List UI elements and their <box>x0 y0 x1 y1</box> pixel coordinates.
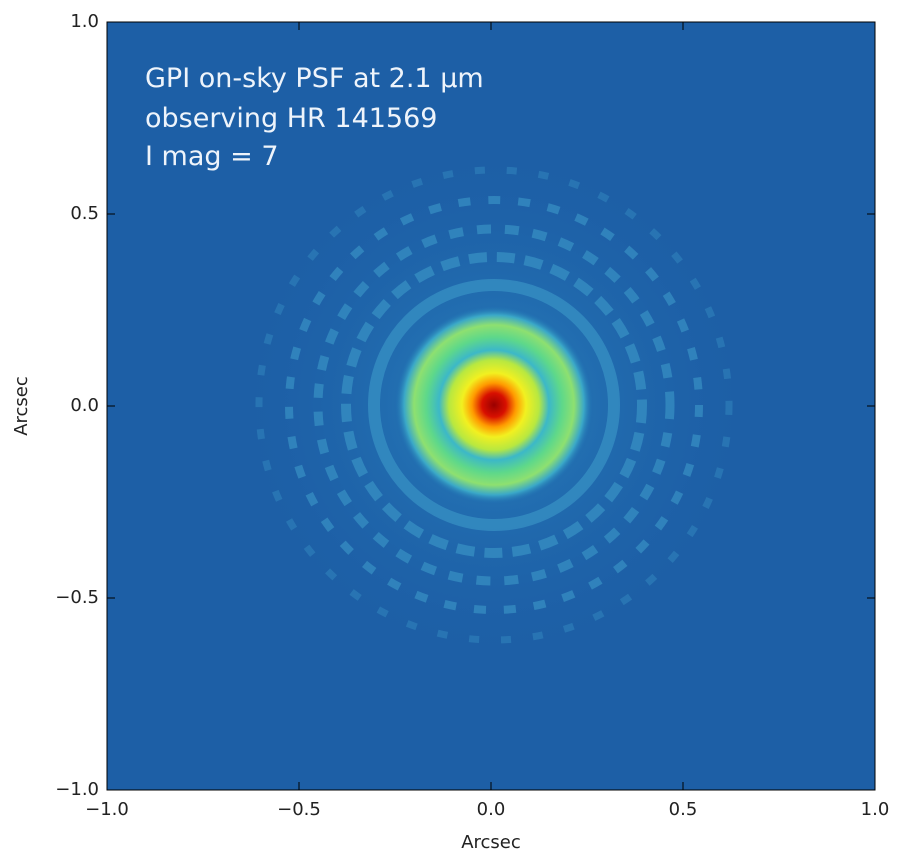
x-axis-label: Arcsec <box>461 832 521 853</box>
y-tick-label: 1.0 <box>70 11 99 32</box>
y-axis-label: Arcsec <box>11 376 32 436</box>
x-tick-label: −0.5 <box>277 799 321 820</box>
x-tick-label: 0.0 <box>477 799 506 820</box>
psf-image <box>107 22 875 790</box>
y-tick-label: 0.5 <box>70 203 99 224</box>
x-tick-label: 0.5 <box>669 799 698 820</box>
y-tick-label: 0.0 <box>70 395 99 416</box>
y-tick-label: −1.0 <box>55 779 99 800</box>
annotation: I mag = 7 <box>145 141 279 172</box>
x-tick-label: −1.0 <box>85 799 129 820</box>
x-tick-label: 1.0 <box>861 799 890 820</box>
annotation: GPI on-sky PSF at 2.1 μm <box>145 63 484 94</box>
y-tick-label: −0.5 <box>55 587 99 608</box>
annotation: observing HR 141569 <box>145 103 437 134</box>
